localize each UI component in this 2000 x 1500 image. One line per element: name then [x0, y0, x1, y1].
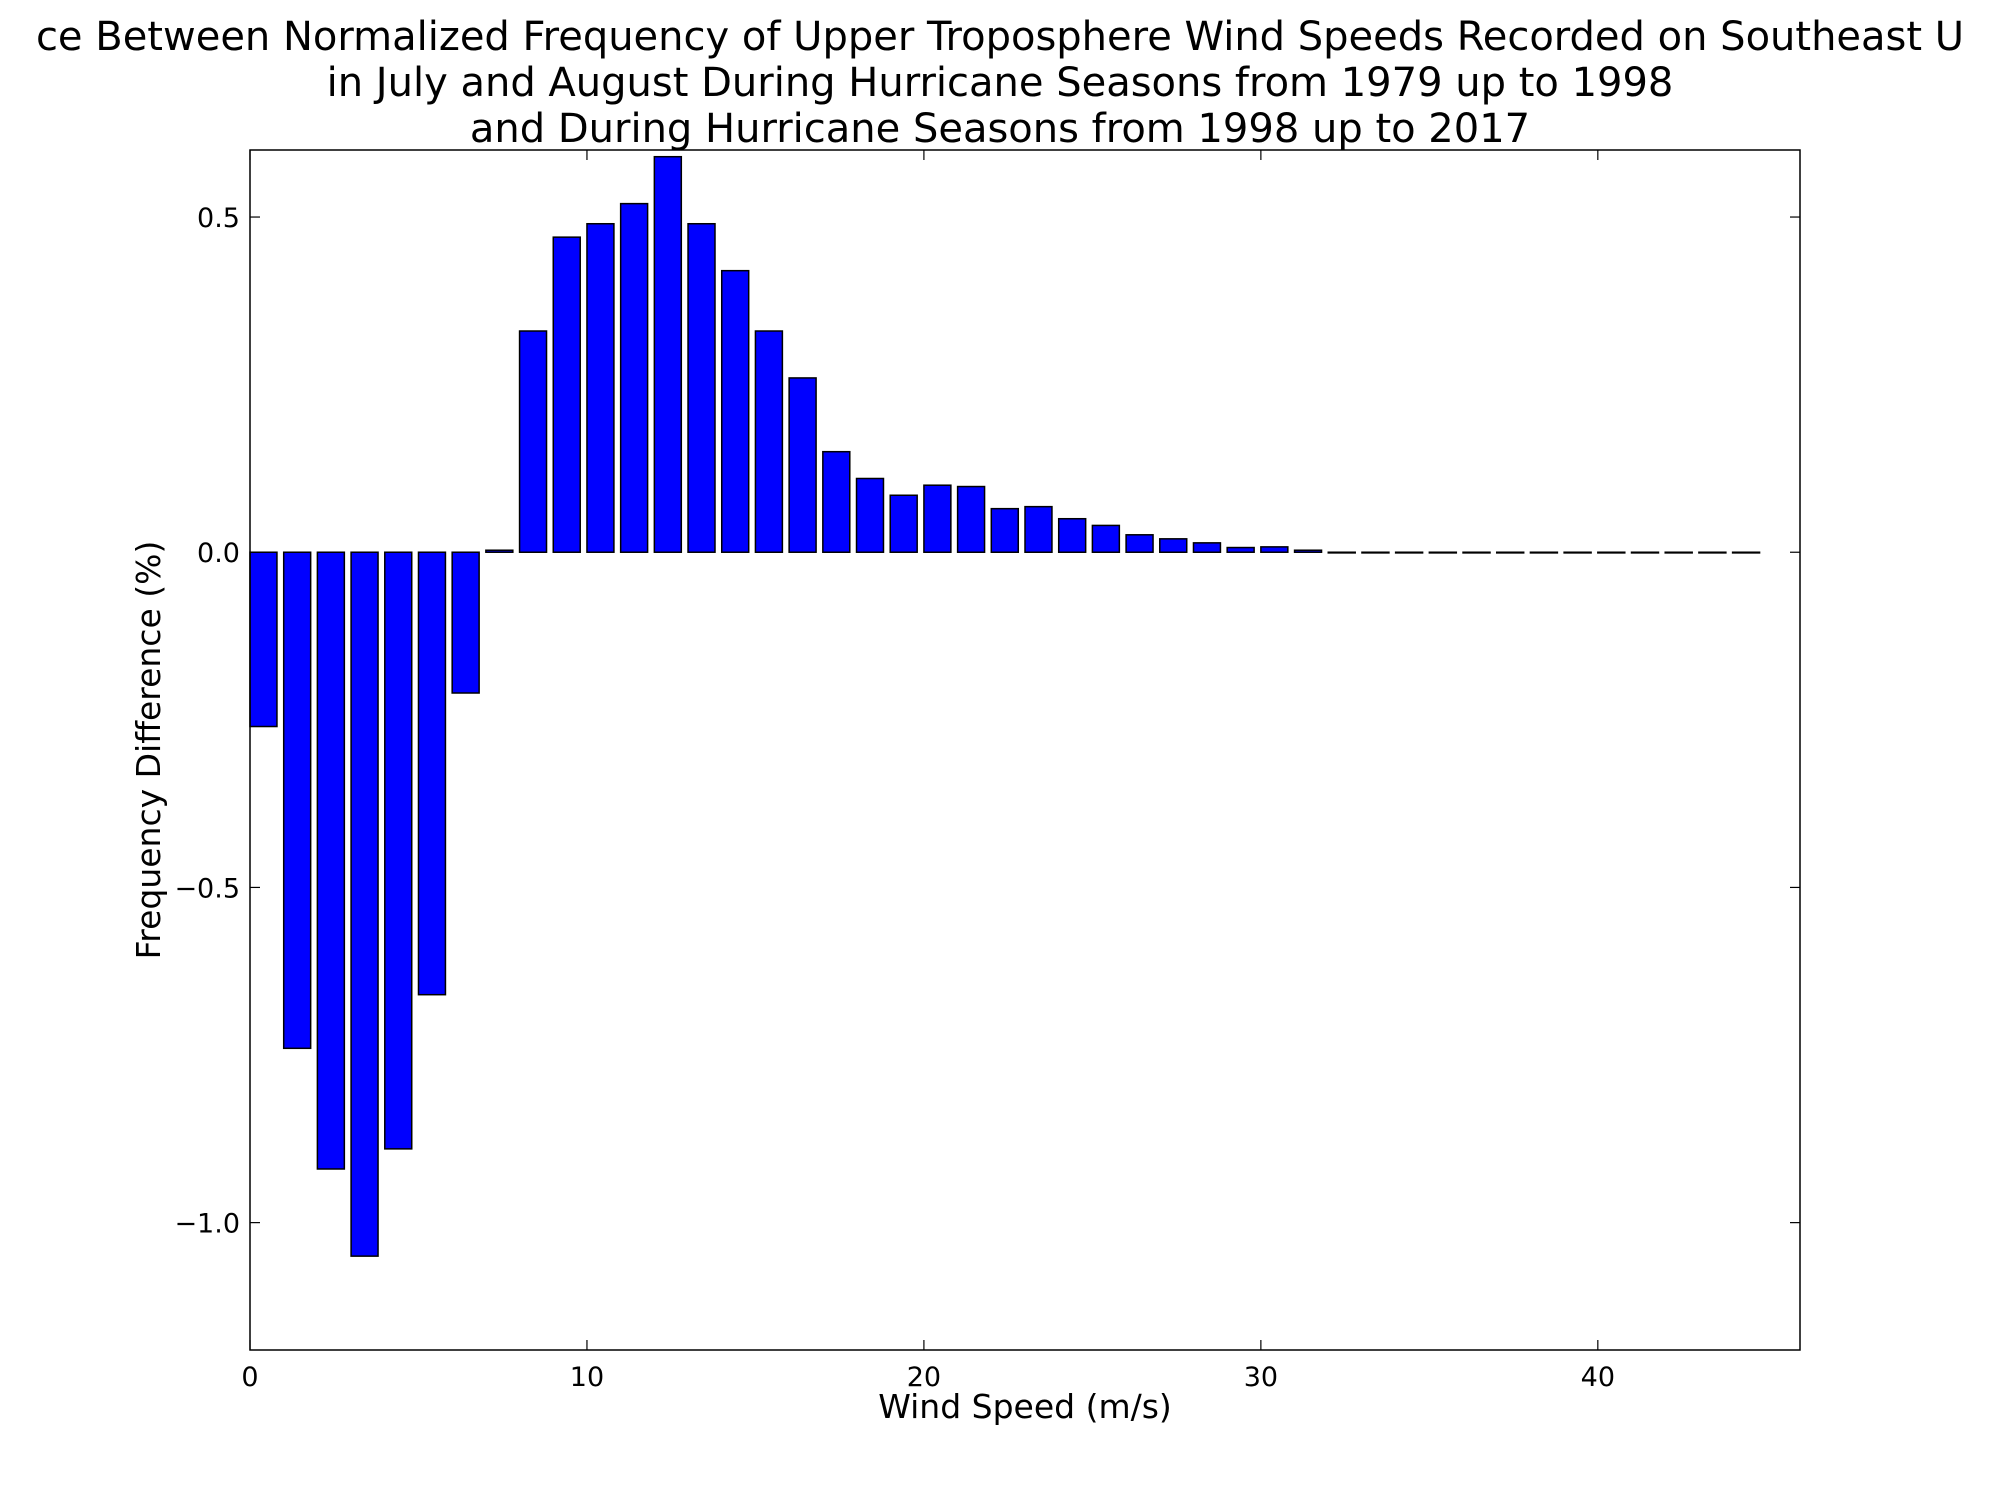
bar-22	[990, 507, 1020, 553]
x-tick-label-40: 40	[1581, 1362, 1615, 1393]
bar-28	[1192, 542, 1222, 553]
bar-1	[282, 551, 312, 1050]
bar-43	[1698, 551, 1727, 554]
x-tick-label-30: 30	[1244, 1362, 1278, 1393]
bar-26	[1125, 534, 1154, 553]
y-tick-label-0: 0.0	[197, 538, 240, 569]
x-tick-label-10: 10	[570, 1362, 604, 1393]
bar-30	[1260, 546, 1289, 553]
bar-8	[518, 330, 548, 553]
bar-40	[1597, 551, 1626, 554]
bar-38	[1529, 551, 1559, 554]
bar-29	[1226, 546, 1255, 553]
bar-39	[1563, 551, 1592, 554]
bar-10	[586, 222, 615, 553]
bar-9	[552, 236, 581, 553]
chart-title-line-1: ce Between Normalized Frequency of Upper…	[36, 14, 1964, 60]
bar-37	[1495, 551, 1525, 554]
y-tick-label-0.5: 0.5	[197, 203, 240, 234]
bar-36	[1462, 551, 1491, 554]
bar-33	[1361, 551, 1390, 554]
bar-32	[1327, 551, 1356, 554]
bar-21	[956, 485, 986, 553]
y-axis-label: Frequency Difference (%)	[129, 541, 168, 960]
axis-tick-labels: 0 10 20 30 40 0.5 0.0 −0.5 −1.0	[174, 203, 1615, 1393]
bar-31	[1293, 549, 1323, 553]
bar-11	[619, 202, 649, 553]
bar-24	[1057, 517, 1087, 553]
bar-44	[1731, 551, 1761, 554]
bar-19	[889, 494, 918, 553]
x-axis-label: Wind Speed (m/s)	[878, 1387, 1172, 1426]
x-tick-label-0: 0	[241, 1362, 258, 1393]
x-tick-label-20: 20	[907, 1362, 941, 1393]
bar-6	[451, 551, 480, 694]
bar-34	[1394, 551, 1424, 554]
bar-16	[788, 377, 817, 553]
bar-25	[1091, 524, 1121, 553]
bar-23	[1024, 505, 1053, 553]
bar-18	[855, 477, 885, 553]
bar-12	[653, 155, 683, 553]
y-tick-label--1: −1.0	[174, 1209, 240, 1240]
bar-3	[350, 551, 379, 1257]
axis-ticks	[249, 150, 1800, 1350]
bar-4	[384, 551, 413, 1150]
bar-15	[754, 330, 784, 553]
bar-27	[1159, 538, 1188, 553]
bar-20	[923, 484, 952, 553]
bar-0	[249, 551, 278, 728]
bar-14	[720, 269, 750, 553]
chart-title-line-3: and During Hurricane Seasons from 1998 u…	[470, 106, 1530, 152]
plot-frame	[249, 149, 1801, 1351]
bar-35	[1428, 551, 1458, 554]
y-tick-label--0.5: −0.5	[174, 873, 240, 904]
bar-41	[1630, 551, 1660, 554]
chart-title-line-2: in July and August During Hurricane Seas…	[327, 60, 1674, 106]
bar-5	[417, 551, 447, 996]
bar-17	[822, 450, 851, 553]
bar-42	[1664, 551, 1693, 554]
chart-title: ce Between Normalized Frequency of Upper…	[36, 14, 1964, 152]
bar-series	[249, 155, 1761, 1257]
bar-2	[316, 551, 346, 1170]
bar-7	[485, 549, 514, 553]
bar-13	[687, 222, 716, 553]
